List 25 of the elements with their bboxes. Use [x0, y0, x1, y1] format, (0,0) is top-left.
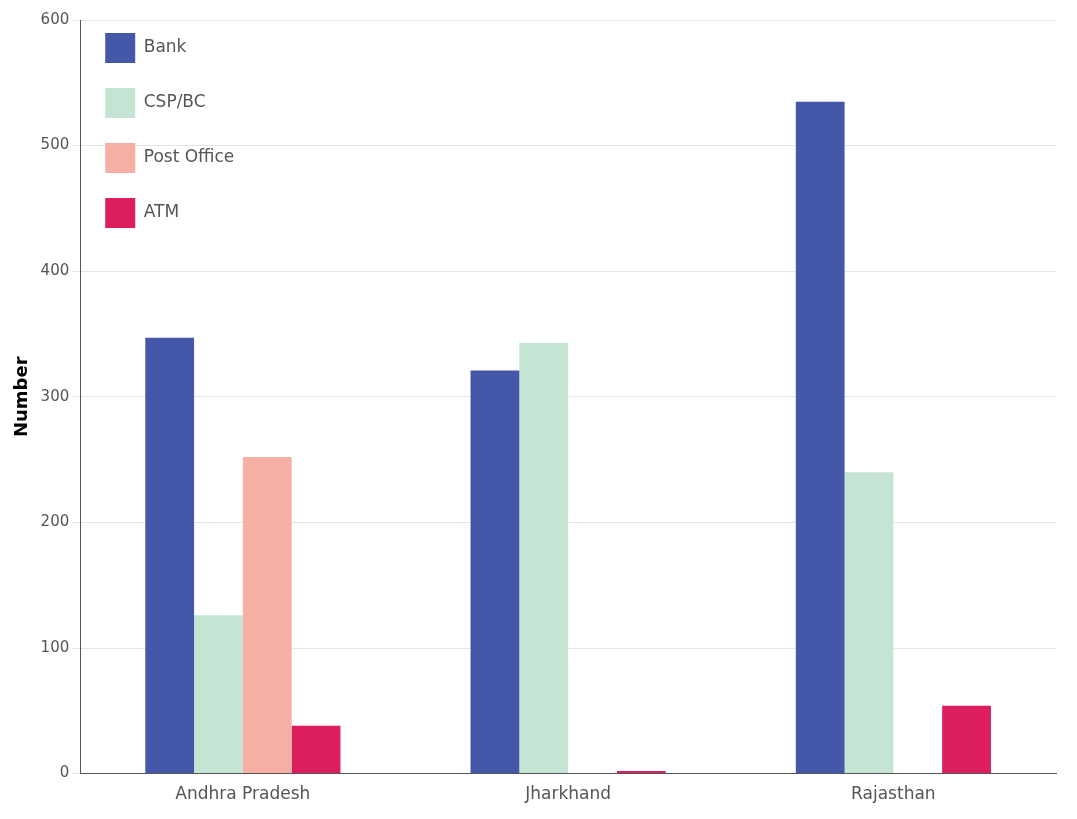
bar	[519, 342, 569, 774]
y-tick-label: 500	[40, 135, 70, 154]
bar	[242, 457, 292, 774]
x-tick-label: Andhra Pradesh	[175, 783, 311, 804]
legend-label: Post Office	[143, 146, 235, 167]
bar	[795, 101, 845, 774]
legend-label: ATM	[143, 201, 180, 222]
y-tick-label: 0	[59, 763, 70, 782]
x-tick-label: Jharkhand	[524, 783, 612, 804]
legend-label: Bank	[143, 36, 187, 57]
y-tick-label: 300	[40, 386, 70, 405]
bar	[616, 771, 666, 774]
y-tick-label: 200	[40, 512, 70, 531]
bar	[194, 615, 243, 774]
x-tick-label: Rajasthan	[851, 783, 936, 804]
bar	[942, 705, 991, 774]
bar	[291, 725, 341, 774]
y-tick-label: 600	[40, 9, 70, 28]
y-tick-label: 100	[40, 637, 70, 656]
bar	[844, 472, 894, 774]
y-tick-label: 400	[40, 261, 70, 280]
bar	[145, 337, 195, 774]
bar	[470, 370, 520, 774]
legend-label: CSP/BC	[143, 91, 206, 112]
y-axis-title: Number	[10, 356, 32, 438]
